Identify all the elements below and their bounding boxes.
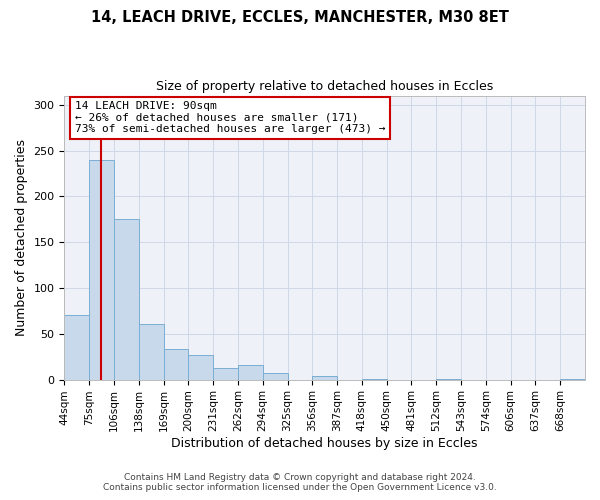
Bar bbox=[213, 368, 238, 380]
Text: 14 LEACH DRIVE: 90sqm
← 26% of detached houses are smaller (171)
73% of semi-det: 14 LEACH DRIVE: 90sqm ← 26% of detached … bbox=[75, 101, 385, 134]
Bar bbox=[64, 314, 89, 380]
Bar bbox=[362, 378, 386, 380]
Bar bbox=[238, 365, 263, 380]
Bar bbox=[436, 378, 461, 380]
Bar bbox=[114, 220, 139, 380]
Y-axis label: Number of detached properties: Number of detached properties bbox=[15, 139, 28, 336]
Bar bbox=[263, 373, 287, 380]
Bar bbox=[313, 376, 337, 380]
Bar bbox=[89, 160, 114, 380]
Bar bbox=[560, 378, 585, 380]
Bar bbox=[188, 355, 213, 380]
Text: 14, LEACH DRIVE, ECCLES, MANCHESTER, M30 8ET: 14, LEACH DRIVE, ECCLES, MANCHESTER, M30… bbox=[91, 10, 509, 25]
Bar bbox=[139, 324, 164, 380]
Text: Contains HM Land Registry data © Crown copyright and database right 2024.
Contai: Contains HM Land Registry data © Crown c… bbox=[103, 473, 497, 492]
Bar bbox=[164, 350, 188, 380]
Title: Size of property relative to detached houses in Eccles: Size of property relative to detached ho… bbox=[156, 80, 493, 93]
X-axis label: Distribution of detached houses by size in Eccles: Distribution of detached houses by size … bbox=[172, 437, 478, 450]
